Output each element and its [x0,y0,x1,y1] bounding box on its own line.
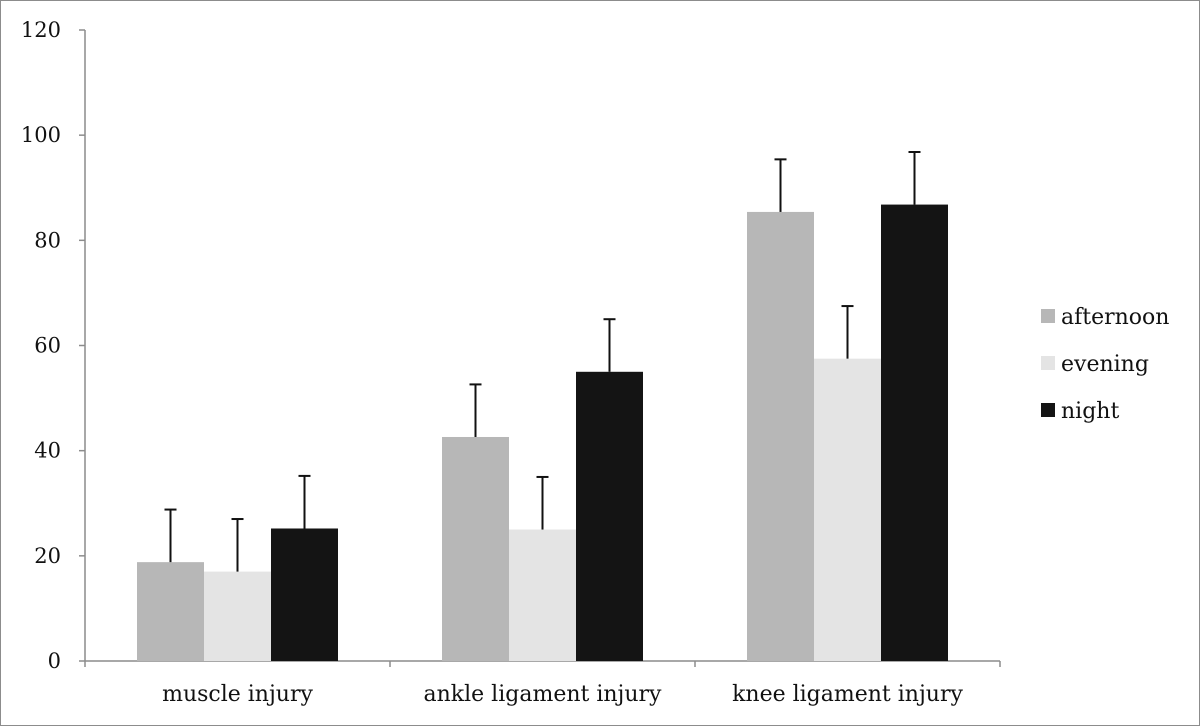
y-tick-label: 80 [34,228,61,252]
bar-afternoon [747,211,814,661]
legend-label-afternoon: afternoon [1061,305,1169,330]
bars [137,204,948,661]
bar-afternoon [442,436,509,661]
y-tick-label: 0 [48,649,61,673]
x-category-label: ankle ligament injury [424,682,663,707]
y-tick-label: 40 [34,439,61,463]
legend-swatch-night [1041,403,1055,417]
y-tick-label: 20 [34,544,61,568]
y-tick-label: 100 [21,123,61,147]
y-axis: 0 20 40 60 80 100 120 [21,18,86,673]
y-tick-label: 60 [34,334,61,358]
bar-evening [509,529,576,661]
x-axis: muscle injury ankle ligament injury knee l… [84,660,1001,707]
bar-night [881,204,948,661]
bar-night [576,371,643,661]
bar-evening [204,571,271,661]
legend-label-night: night [1061,399,1119,424]
legend-label-evening: evening [1061,352,1149,377]
bar-night [271,528,338,661]
legend: afternoon evening night [1041,305,1169,424]
legend-swatch-evening [1041,356,1055,370]
error-bars [164,150,921,572]
x-category-label: knee ligament injury [732,682,963,707]
legend-swatch-afternoon [1041,309,1055,323]
bar-evening [814,358,881,661]
x-category-label: muscle injury [162,682,313,707]
bar-afternoon [137,562,204,661]
y-tick-label: 120 [21,18,61,42]
